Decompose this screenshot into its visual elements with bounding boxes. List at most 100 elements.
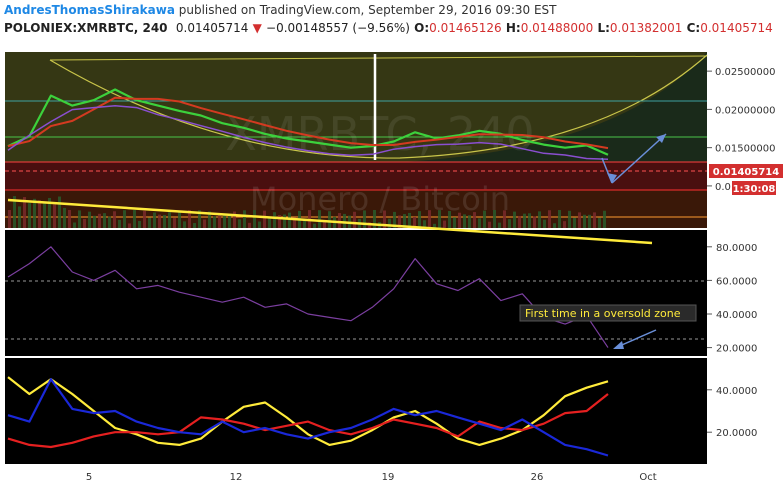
volume-bar xyxy=(273,212,276,228)
adx-axis: 40.0000 20.0000 xyxy=(707,386,757,439)
x-axis-label: Oct xyxy=(639,472,656,483)
volume-bar xyxy=(518,215,521,228)
volume-bar xyxy=(453,217,456,228)
volume-bar xyxy=(103,213,106,228)
volume-bar xyxy=(528,213,531,228)
volume-bar xyxy=(598,217,601,228)
volume-bar xyxy=(93,215,96,228)
volume-bar xyxy=(113,211,116,228)
rsi-axis-label: 60.0000 xyxy=(716,276,757,287)
volume-bar xyxy=(318,210,321,228)
volume-bar xyxy=(63,207,66,228)
volume-bar xyxy=(173,217,176,228)
price-axis-label: 0.02500000 xyxy=(715,67,775,78)
volume-bar xyxy=(403,214,406,228)
volume-bar xyxy=(203,219,206,228)
open-value: 0.01465126 xyxy=(429,21,502,35)
volume-bar xyxy=(248,222,251,228)
volume-bar xyxy=(53,204,56,228)
x-axis-label: 12 xyxy=(230,472,243,483)
rsi-axis-label: 20.0000 xyxy=(716,344,757,355)
volume-bar xyxy=(183,221,186,228)
volume-bar xyxy=(288,212,291,228)
volume-bar xyxy=(303,220,306,228)
volume-bar xyxy=(138,220,141,228)
volume-bar xyxy=(148,217,151,228)
volume-bar xyxy=(558,210,561,228)
volume-bar xyxy=(13,196,16,228)
volume-bar xyxy=(128,223,131,228)
rsi-panel-bg xyxy=(5,230,707,356)
volume-bar xyxy=(388,218,391,228)
symbol-label: POLONIEX:XMRBTC, 240 xyxy=(4,21,168,35)
volume-bar xyxy=(373,210,376,228)
volume-bar xyxy=(133,210,136,228)
volume-bar xyxy=(258,221,261,228)
volume-bar xyxy=(593,212,596,228)
low-value: 0.01382001 xyxy=(609,21,683,35)
price-lagging-line-purple xyxy=(7,105,609,161)
price-series xyxy=(7,88,609,161)
volume-bar xyxy=(193,223,196,228)
volume-bar xyxy=(523,213,526,228)
volume-bar xyxy=(568,210,571,228)
volume-bar xyxy=(8,210,11,228)
volume-bar xyxy=(363,210,366,228)
x-axis-label: 26 xyxy=(531,472,544,483)
author-name[interactable]: AndresThomasShirakawa xyxy=(4,3,175,17)
volume-bar xyxy=(538,211,541,228)
volume-bar xyxy=(533,216,536,228)
volume-bar xyxy=(338,213,341,228)
volume-bar xyxy=(28,203,31,228)
arrow-up-head xyxy=(656,134,666,143)
yellow-trendline xyxy=(7,198,653,245)
price-axis-label: 0.02000000 xyxy=(715,105,775,116)
volume-bar xyxy=(283,214,286,228)
volume-bar xyxy=(33,198,36,228)
down-triangle-icon: ▼ xyxy=(252,21,262,35)
volume-bar xyxy=(583,214,586,228)
published-text: published on TradingView.com, September … xyxy=(178,3,557,17)
volume-bar xyxy=(243,210,246,228)
volume-bar xyxy=(168,212,171,228)
volume-bar xyxy=(603,210,606,228)
volume-bar xyxy=(428,210,431,228)
volume-bar xyxy=(78,210,81,228)
annotation-arrow-head xyxy=(613,341,624,349)
volume-bar xyxy=(88,211,91,228)
volume-bar xyxy=(543,219,546,228)
watermark-name: Monero / Bitcoin xyxy=(250,180,510,218)
current-price-badge-text: 0.01405714 xyxy=(713,167,779,178)
rsi-axis-label: 80.0000 xyxy=(716,243,757,254)
rsi-axis: 80.0000 60.0000 40.0000 20.0000 xyxy=(707,243,757,355)
price-change: −0.00148557 (−9.56%) xyxy=(266,21,410,35)
volume-bar xyxy=(483,210,486,228)
volume-bar xyxy=(418,211,421,228)
close-label: C: xyxy=(686,21,701,35)
volume-bar xyxy=(423,220,426,228)
volume-bar xyxy=(498,222,501,228)
volume-bar xyxy=(383,210,386,228)
volume-bar xyxy=(513,211,516,228)
volume-bar xyxy=(238,219,241,228)
price-series-line-1 xyxy=(7,88,609,156)
volume-bar xyxy=(343,213,346,228)
countdown-badge xyxy=(732,181,776,195)
volume-bar xyxy=(278,215,281,228)
arrow-up-line xyxy=(611,133,667,184)
volume-bar xyxy=(268,218,271,228)
volume-bar xyxy=(153,212,156,228)
volume-bar xyxy=(443,220,446,228)
adx-series xyxy=(7,376,609,457)
volume-bar xyxy=(548,210,551,228)
volume-bar xyxy=(23,197,26,228)
volume-bar xyxy=(448,210,451,228)
price-moving-average-red xyxy=(7,96,609,150)
volume-bar xyxy=(508,219,511,228)
volume-bar xyxy=(218,213,221,228)
volume-bar xyxy=(493,210,496,228)
x-axis-label: 5 xyxy=(86,472,92,483)
annotation-text: First time in a oversold zone xyxy=(525,307,681,320)
